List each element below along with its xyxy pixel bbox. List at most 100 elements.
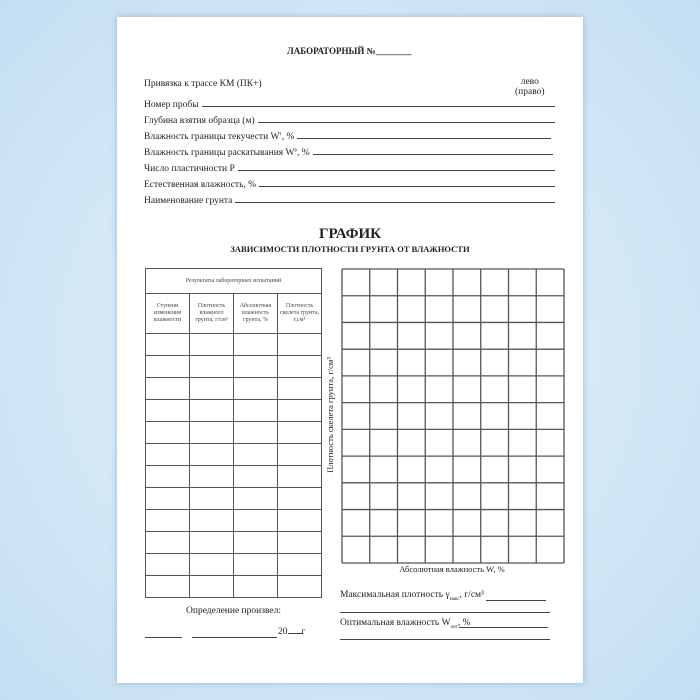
table-cell[interactable] <box>233 421 278 444</box>
table-cell[interactable] <box>189 421 234 444</box>
table-cell[interactable] <box>233 399 278 422</box>
year-suffix: г <box>301 627 306 637</box>
table-cell[interactable] <box>145 421 190 444</box>
graph-grid <box>341 268 565 564</box>
table-row <box>145 465 322 488</box>
table-cell[interactable] <box>277 399 322 422</box>
opt-moisture-unit: , % <box>457 618 471 628</box>
max-density-field-2[interactable] <box>340 612 550 613</box>
table-cell[interactable] <box>145 465 190 488</box>
max-density-field[interactable] <box>486 600 546 601</box>
opt-moisture-field-2[interactable] <box>340 639 550 640</box>
table-cell[interactable] <box>277 377 322 400</box>
form-field-row: Номер пробы <box>144 100 555 110</box>
table-caption-row: Результаты лабораторных испытаний <box>145 268 322 294</box>
column-header: Плотность скелета грунта, г,см³ <box>277 293 322 334</box>
field-input-line[interactable] <box>237 164 555 171</box>
year-prefix: 20 <box>278 627 288 637</box>
table-cell[interactable] <box>277 443 322 466</box>
name-line[interactable] <box>192 637 277 638</box>
table-cell[interactable] <box>233 509 278 532</box>
field-label: Наименование грунта <box>144 196 233 206</box>
table-row <box>145 377 322 400</box>
year-input-line[interactable] <box>287 633 302 634</box>
table-cell[interactable] <box>233 487 278 510</box>
opt-moisture-field[interactable] <box>459 627 548 628</box>
opt-moisture-subscript: опт <box>450 624 458 630</box>
table-cell[interactable] <box>145 487 190 510</box>
table-cell[interactable] <box>277 531 322 554</box>
side-right-label: (право) <box>515 86 545 97</box>
table-row <box>145 399 322 422</box>
field-input-line[interactable] <box>259 180 555 187</box>
table-row <box>145 575 322 598</box>
table-cell[interactable] <box>145 443 190 466</box>
opt-moisture-label: Оптимальная влажность Wопт, % <box>340 618 471 630</box>
table-cell[interactable] <box>233 465 278 488</box>
table-cell[interactable] <box>189 531 234 554</box>
table-cell[interactable] <box>145 509 190 532</box>
field-input-line[interactable] <box>235 196 555 203</box>
table-cell[interactable] <box>277 465 322 488</box>
column-header: Абсолютная влажность грунта, % <box>233 293 278 334</box>
column-header: Плотность влажного грунта, г/см³ <box>189 293 234 334</box>
table-cell[interactable] <box>145 531 190 554</box>
table-cell[interactable] <box>189 465 234 488</box>
table-cell[interactable] <box>277 333 322 356</box>
table-cell[interactable] <box>145 399 190 422</box>
table-cell[interactable] <box>277 355 322 378</box>
graph-subtitle: ЗАВИСИМОСТИ ПЛОТНОСТИ ГРУНТА ОТ ВЛАЖНОСТ… <box>230 244 470 254</box>
table-cell[interactable] <box>233 553 278 576</box>
signature-line[interactable] <box>145 637 182 638</box>
field-input-line[interactable] <box>312 148 553 155</box>
table-cell[interactable] <box>189 509 234 532</box>
form-field-row: Число пластичности P <box>144 164 555 174</box>
table-header-row: Ступени изменения влажности Плотность вла… <box>145 293 322 334</box>
table-cell[interactable] <box>277 553 322 576</box>
max-density-label: Максимальная плотность γмакс, г/см³ <box>340 590 484 602</box>
table-cell[interactable] <box>145 355 190 378</box>
side-left-label: лево <box>520 77 539 87</box>
table-cell[interactable] <box>189 377 234 400</box>
table-cell[interactable] <box>145 575 190 598</box>
table-cell[interactable] <box>233 575 278 598</box>
table-cell[interactable] <box>277 575 322 598</box>
table-cell[interactable] <box>277 487 322 510</box>
table-cell[interactable] <box>189 399 234 422</box>
table-cell[interactable] <box>189 355 234 378</box>
table-cell[interactable] <box>277 509 322 532</box>
table-cell[interactable] <box>233 443 278 466</box>
table-cell[interactable] <box>189 487 234 510</box>
table-cell[interactable] <box>277 421 322 444</box>
opt-moisture-text: Оптимальная влажность W <box>340 618 451 628</box>
table-cell[interactable] <box>233 377 278 400</box>
field-subscript: р <box>294 148 298 153</box>
max-density-subscript: макс <box>449 596 460 602</box>
table-cell[interactable] <box>233 333 278 356</box>
max-density-text: Максимальная плотность γ <box>340 590 450 600</box>
table-row <box>145 355 322 378</box>
determined-by-label: Определение произвел: <box>186 606 281 616</box>
table-cell[interactable] <box>189 553 234 576</box>
table-cell[interactable] <box>145 377 190 400</box>
field-input-line[interactable] <box>257 116 555 123</box>
y-axis-label: Плотность скелета грунта, г/см³ <box>325 357 335 473</box>
field-input-line[interactable] <box>201 100 555 107</box>
field-label: Влажность границы раскатывания W <box>144 148 295 158</box>
table-cell[interactable] <box>233 531 278 554</box>
table-cell[interactable] <box>145 553 190 576</box>
table-cell[interactable] <box>233 355 278 378</box>
table-cell[interactable] <box>189 333 234 356</box>
field-input-line[interactable] <box>297 132 551 139</box>
table-caption: Результаты лабораторных испытаний <box>145 268 322 294</box>
table-row <box>145 531 322 554</box>
binding-label: Привязка к трассе КМ (ПК+) <box>144 79 262 89</box>
field-unit: , % <box>281 132 295 142</box>
table-cell[interactable] <box>189 443 234 466</box>
table-cell[interactable] <box>145 333 190 356</box>
form-field-row: Естественная влажность, % <box>144 180 555 190</box>
table-cell[interactable] <box>189 575 234 598</box>
table-row <box>145 333 322 356</box>
field-subscript: т <box>279 132 282 137</box>
